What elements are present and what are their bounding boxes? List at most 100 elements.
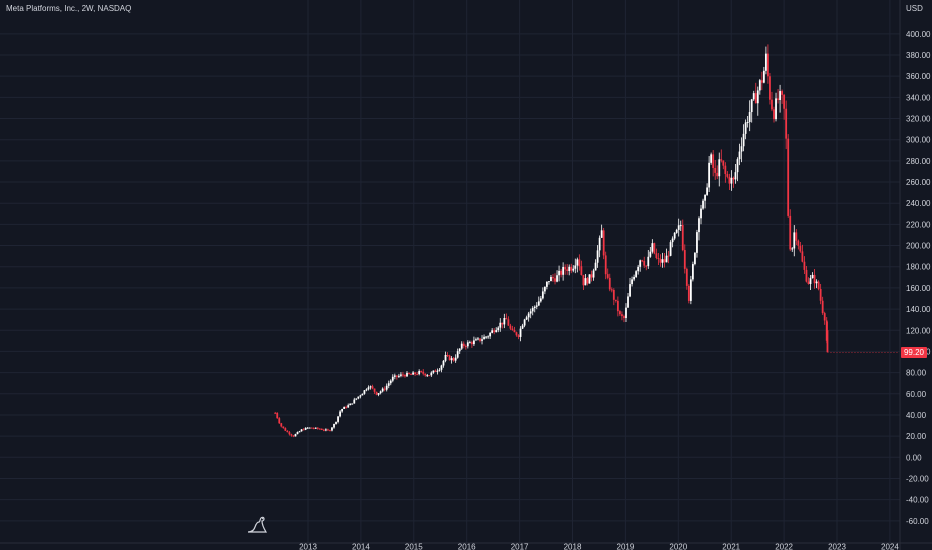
y-tick-label: 120.00 — [906, 326, 931, 335]
candle-up — [752, 93, 755, 100]
y-tick-label: 0.00 — [906, 453, 922, 462]
candle-down — [416, 374, 419, 376]
candle-down — [434, 370, 437, 372]
candle-up — [397, 375, 400, 377]
candle-up — [669, 242, 672, 256]
y-tick-label: 340.00 — [906, 93, 931, 102]
candle-down — [726, 174, 729, 177]
candle-up — [347, 405, 350, 408]
candle-up — [574, 265, 577, 269]
x-tick-label: 2020 — [669, 543, 687, 550]
x-tick-label: 2013 — [299, 543, 317, 550]
candle-down — [517, 335, 520, 337]
candle-down — [428, 375, 431, 377]
candle-up — [756, 90, 759, 104]
candle-up — [460, 343, 463, 349]
candle-up — [793, 232, 796, 249]
candle-up — [351, 403, 354, 405]
candle-up — [775, 98, 777, 120]
y-tick-label: 360.00 — [906, 72, 931, 81]
candle-down — [795, 232, 798, 241]
candle-down — [754, 93, 757, 104]
last-price-badge: 99.20 — [901, 347, 927, 358]
y-tick-label: -20.00 — [906, 474, 929, 483]
candle-up — [426, 375, 429, 377]
candle-down — [452, 358, 455, 361]
candle-up — [637, 266, 640, 272]
candle-down — [580, 266, 583, 275]
candle-down — [586, 278, 589, 284]
candle-down — [329, 430, 331, 432]
candle-up — [343, 406, 346, 409]
candle-up — [475, 339, 477, 341]
candle-up — [385, 385, 388, 390]
candle-up — [661, 259, 664, 263]
candle-down — [722, 160, 725, 166]
candle-down — [623, 316, 625, 319]
candle-down — [446, 355, 449, 357]
tradingview-logo-icon[interactable] — [246, 514, 268, 534]
candle-down — [578, 259, 581, 267]
candle-down — [408, 372, 410, 375]
candle-up — [436, 370, 439, 372]
candle-down — [781, 91, 784, 95]
candle-up — [546, 281, 548, 287]
candle-down — [803, 261, 806, 270]
y-tick-label: 200.00 — [906, 242, 931, 251]
candle-up — [466, 342, 469, 347]
x-tick-label: 2018 — [564, 543, 582, 550]
candle-down — [320, 429, 323, 431]
candle-down — [316, 427, 319, 429]
candle-down — [511, 328, 514, 331]
candle-up — [584, 278, 587, 286]
candle-up — [809, 278, 812, 284]
candle-up — [296, 432, 299, 435]
candle-down — [493, 330, 496, 333]
candle-down — [681, 225, 684, 251]
candle-up — [381, 388, 384, 392]
candle-down — [310, 427, 313, 429]
candle-up — [335, 421, 337, 424]
candle-up — [730, 177, 733, 184]
candle-down — [619, 311, 621, 315]
candle-down — [424, 373, 427, 376]
candle-up — [294, 434, 297, 437]
candle-down — [590, 274, 593, 278]
y-tick-label: 180.00 — [906, 263, 931, 272]
chart-title: Meta Platforms, Inc., 2W, NASDAQ — [6, 4, 132, 13]
candle-up — [746, 122, 749, 124]
x-axis: 2013 2014 2015 2016 2017 2018 2019 2020 2021 2022… — [299, 543, 899, 550]
candle-up — [671, 238, 674, 243]
candle-down — [659, 258, 662, 263]
candle-down — [515, 332, 518, 336]
y-tick-label: 140.00 — [906, 305, 931, 314]
candle-up — [468, 342, 471, 344]
candle-down — [479, 338, 481, 341]
candle-up — [791, 248, 794, 250]
candle-down — [552, 277, 554, 279]
candle-up — [675, 229, 678, 233]
candle-up — [389, 380, 392, 384]
candle-down — [606, 274, 609, 278]
candle-up — [391, 376, 394, 381]
y-tick-label: 40.00 — [906, 411, 927, 420]
candle-up — [740, 146, 743, 152]
candle-up — [533, 306, 536, 309]
candle-down — [614, 299, 617, 301]
y-tick-label: -40.00 — [906, 496, 929, 505]
candle-up — [689, 279, 692, 301]
y-tick-label: 320.00 — [906, 115, 931, 124]
candle-up — [562, 266, 565, 275]
candle-down — [773, 109, 775, 120]
candle-up — [306, 427, 309, 429]
candle-up — [331, 427, 333, 431]
y-tick-label: 240.00 — [906, 199, 931, 208]
candle-up — [665, 255, 668, 263]
candle-down — [799, 245, 802, 252]
candle-down — [789, 215, 792, 250]
candle-down — [797, 240, 800, 246]
candle-down — [507, 319, 510, 326]
candle-up — [700, 208, 702, 219]
candle-up — [568, 266, 571, 271]
